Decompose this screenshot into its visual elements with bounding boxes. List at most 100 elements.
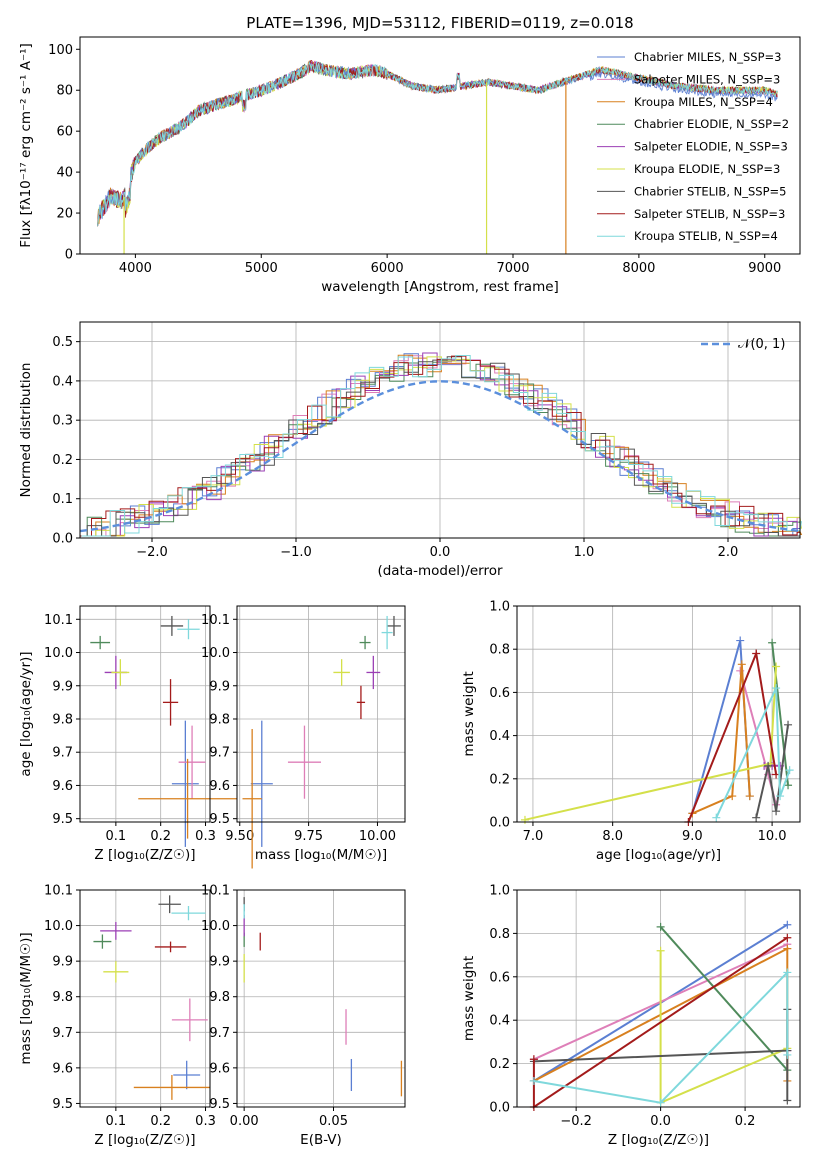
series-line: [715, 687, 791, 819]
x-tick-label: 1.0: [574, 545, 595, 560]
y-tick-label: 0.8: [489, 927, 510, 942]
reference-gaussian: [79, 380, 801, 533]
x-tick-label: 0.2: [735, 1114, 756, 1129]
y-tick-label: 9.6: [209, 1061, 230, 1076]
x-tick-label: 9.50: [225, 829, 254, 844]
y-tick-label: 9.9: [52, 955, 73, 970]
legend-label: Salpeter STELIB, N_SSP=3: [634, 207, 785, 221]
x-axis-label: Z [log₁₀(Z/Z☉)]: [94, 847, 195, 863]
x-tick-label: 8000: [622, 261, 655, 276]
y-tick-label: 1.0: [489, 884, 510, 899]
y-tick-label: 0.0: [52, 532, 73, 547]
x-tick-label: 2.0: [718, 545, 739, 560]
x-tick-label: 10.00: [359, 829, 396, 844]
legend-label: Kroupa MILES, N_SSP=4: [634, 95, 773, 109]
axes-2: −2.0 −1.0 0.0 1.0 2.0 0.0 0.1 0.2 0.3 0.4 0.5 (data…: [18, 321, 803, 579]
x-tick-label: 0.00: [230, 1114, 259, 1129]
axes-frame: [79, 36, 801, 255]
y-tick-label: 9.5: [52, 812, 73, 827]
x-axis-label: E(B-V): [300, 1132, 342, 1148]
x-tick-label: 4000: [119, 261, 152, 276]
data-point: [736, 636, 745, 645]
y-tick-label: 10.0: [44, 919, 73, 934]
y-tick-label: 100: [48, 43, 73, 58]
data-point: [656, 1098, 665, 1107]
series-line: [524, 666, 778, 821]
axes-1: 4000 5000 6000 7000 8000 9000 0 20 40 60 80 100 wave…: [18, 14, 801, 295]
x-tick-label: 0.2: [150, 829, 171, 844]
data-point: [529, 1076, 538, 1085]
y-tick-label: 0.0: [489, 816, 510, 831]
histogram-step: [81, 355, 802, 537]
data-point: [776, 792, 785, 801]
y-tick-label: 10.1: [44, 884, 73, 899]
y-tick-label: 10.0: [44, 646, 73, 661]
data-point: [784, 781, 793, 790]
legend-label: 𝒩(0, 1): [738, 337, 785, 352]
x-tick-label: 5000: [245, 261, 278, 276]
y-tick-label: 0.4: [489, 1014, 510, 1029]
y-axis-label: Normed distribution: [18, 363, 34, 498]
y-tick-label: 0.2: [489, 1057, 510, 1072]
data-point: [783, 1050, 792, 1059]
y-tick-label: 0.6: [489, 970, 510, 985]
y-tick-label: 10.0: [201, 646, 230, 661]
y-tick-label: 0.0: [489, 1101, 510, 1116]
y-tick-label: 9.7: [209, 1026, 230, 1041]
axes-3: 0.1 0.2 0.3 9.5 9.6 9.7 9.8 9.9 10.0 10.1 Z [log₁₀…: [18, 605, 237, 863]
x-tick-label: 7.0: [523, 829, 544, 844]
axes-frame: [516, 605, 801, 823]
x-tick-label: 6000: [371, 261, 404, 276]
x-axis-label: Z [log₁₀(Z/Z☉)]: [608, 1132, 709, 1148]
data-point: [772, 807, 781, 816]
x-tick-label: 9000: [748, 261, 781, 276]
y-tick-label: 9.9: [52, 679, 73, 694]
y-tick-label: 0: [65, 248, 73, 263]
histogram-step: [80, 356, 800, 537]
y-tick-label: 20: [56, 207, 73, 222]
data-point: [712, 813, 721, 822]
x-tick-label: 7000: [496, 261, 529, 276]
y-tick-label: 0.3: [52, 414, 73, 429]
legend-label: Chabrier STELIB, N_SSP=5: [634, 184, 786, 198]
data-point: [768, 638, 777, 647]
data-point: [772, 662, 781, 671]
axes-frame: [516, 889, 801, 1108]
x-axis-label: wavelength [Angstrom, rest frame]: [321, 279, 559, 295]
data-point: [764, 761, 773, 770]
axes-frame: [79, 605, 211, 823]
y-tick-label: 60: [56, 125, 73, 140]
x-tick-label: 10.0: [758, 829, 787, 844]
axes-8: −0.2 0.0 0.2 0.0 0.2 0.4 0.6 0.8 1.0 Z [log₁₀(Z/Z…: [461, 884, 801, 1148]
y-tick-label: 0.4: [52, 374, 73, 389]
y-tick-label: 9.9: [209, 955, 230, 970]
chart-title: PLATE=1396, MJD=53112, FIBERID=0119, z=0…: [246, 14, 633, 32]
data-point: [783, 933, 792, 942]
x-tick-label: −0.2: [560, 1114, 592, 1129]
y-axis-label: mass [log₁₀(M/M☉)]: [18, 932, 34, 1064]
x-tick-label: 8.0: [602, 829, 623, 844]
y-tick-label: 0.2: [489, 772, 510, 787]
x-axis-label: age [log₁₀(age/yr)]: [596, 847, 721, 863]
series-line: [533, 970, 789, 1104]
data-point: [784, 720, 793, 729]
y-tick-label: 0.1: [52, 492, 73, 507]
y-tick-label: 9.5: [52, 1097, 73, 1112]
legend-label: Chabrier ELODIE, N_SSP=2: [634, 117, 789, 131]
legend: 𝒩(0, 1): [701, 337, 785, 352]
x-axis-label: mass [log₁₀(M/M☉)]: [255, 847, 387, 863]
y-tick-label: 9.8: [52, 990, 73, 1005]
x-tick-label: 0.0: [430, 545, 451, 560]
legend-label: Salpeter ELODIE, N_SSP=3: [634, 140, 788, 154]
data-point: [783, 1096, 792, 1105]
legend: Chabrier MILES, N_SSP=3 Salpeter MILES, N…: [597, 50, 789, 243]
series-line: [755, 724, 789, 818]
y-tick-label: 9.7: [52, 1026, 73, 1041]
y-axis-label: age [log₁₀(age/yr)]: [18, 651, 34, 776]
y-tick-label: 9.8: [52, 712, 73, 727]
axes-frame: [79, 889, 211, 1108]
y-tick-label: 9.5: [209, 1097, 230, 1112]
y-tick-label: 9.7: [209, 746, 230, 761]
y-tick-label: 9.5: [209, 812, 230, 827]
y-axis-label: Flux [fλ10⁻¹⁷ erg cm⁻² s⁻¹ A⁻¹]: [18, 43, 34, 248]
